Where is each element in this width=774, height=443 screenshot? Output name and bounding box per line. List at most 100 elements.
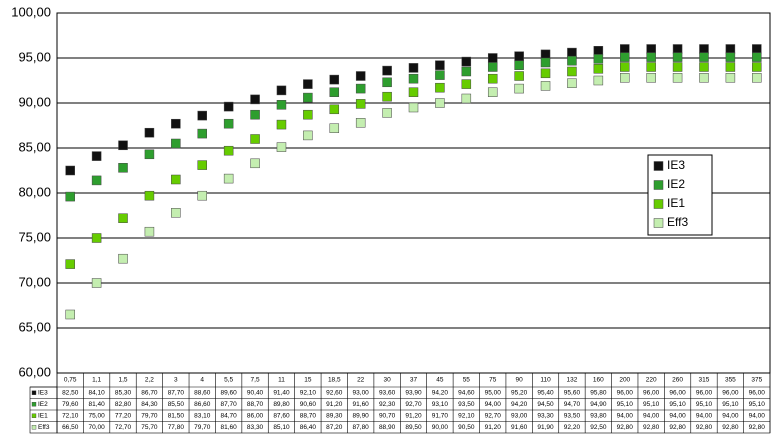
marker <box>567 78 577 88</box>
table-cell: 81,40 <box>88 401 105 408</box>
marker <box>646 44 656 54</box>
marker <box>329 74 340 85</box>
marker <box>382 65 392 76</box>
y-tick-label: 90,00 <box>18 94 51 109</box>
table-cell: 95,10 <box>643 401 660 408</box>
table-cell: 84,70 <box>221 412 238 419</box>
table-cell: 94,00 <box>643 412 660 419</box>
marker <box>408 87 419 97</box>
marker <box>382 77 392 88</box>
table-cell: 89,80 <box>273 401 290 408</box>
table-cell: 87,80 <box>353 424 370 431</box>
table-cell: 94,20 <box>511 401 528 408</box>
marker <box>725 62 736 72</box>
marker <box>752 52 762 62</box>
marker <box>699 73 709 83</box>
table-cell: 94,60 <box>458 389 475 396</box>
y-tick-label: 70,00 <box>18 274 51 289</box>
x-tick-label: 315 <box>699 377 710 384</box>
marker <box>725 52 736 62</box>
table-cell: 72,70 <box>115 424 132 431</box>
x-tick-label: 160 <box>593 377 604 384</box>
table-cell: 86,70 <box>141 389 158 396</box>
x-tick-label: 4 <box>200 377 204 384</box>
marker <box>303 92 313 103</box>
table-cell: 87,70 <box>168 389 185 396</box>
marker <box>250 94 260 105</box>
table-cell: 92,60 <box>326 389 343 396</box>
table-legend-key <box>31 390 37 395</box>
x-tick-label: 355 <box>725 377 736 384</box>
table-cell: 90,00 <box>432 424 449 431</box>
table-cell: 89,90 <box>353 412 370 419</box>
x-tick-label: 37 <box>410 377 418 384</box>
table-cell: 90,40 <box>247 389 264 396</box>
table-cell: 87,20 <box>326 424 343 431</box>
marker <box>487 62 498 72</box>
x-tick-label: 375 <box>751 377 762 384</box>
table-legend-key <box>31 402 37 407</box>
marker <box>144 190 155 201</box>
marker <box>408 73 419 84</box>
table-row-label: IE2 <box>38 401 48 408</box>
marker <box>408 102 419 113</box>
table-cell: 66,50 <box>62 424 79 431</box>
marker <box>382 108 392 118</box>
table-cell: 95,10 <box>617 401 634 408</box>
marker <box>276 119 287 130</box>
marker <box>435 70 445 80</box>
marker <box>91 151 102 161</box>
marker <box>91 233 102 243</box>
table-cell: 91,90 <box>537 424 554 431</box>
marker <box>752 73 762 83</box>
table-cell: 95,60 <box>564 389 581 396</box>
table-cell: 90,70 <box>379 412 396 419</box>
marker <box>223 118 234 129</box>
marker <box>65 165 75 176</box>
marker <box>567 55 577 66</box>
table-cell: 93,80 <box>590 412 607 419</box>
table-cell: 95,10 <box>669 401 686 408</box>
table-cell: 94,00 <box>722 412 739 419</box>
table-cell: 94,90 <box>590 401 607 408</box>
marker <box>725 44 736 54</box>
marker <box>250 109 260 120</box>
table-cell: 88,60 <box>194 389 211 396</box>
table-legend-key <box>31 425 37 430</box>
marker <box>699 62 709 72</box>
marker <box>672 52 683 62</box>
table-cell: 92,70 <box>485 412 502 419</box>
marker <box>435 98 445 108</box>
table-cell: 92,80 <box>722 424 739 431</box>
marker <box>540 57 551 68</box>
table-row-label: IE1 <box>38 412 48 419</box>
marker <box>461 56 472 67</box>
x-tick-label: 2,2 <box>145 377 154 384</box>
marker <box>461 79 472 89</box>
marker <box>593 75 604 86</box>
x-tick-label: 45 <box>436 377 444 384</box>
marker <box>250 158 260 169</box>
legend-key <box>653 218 664 228</box>
x-tick-label: 22 <box>357 377 365 384</box>
table-cell: 88,70 <box>300 412 317 419</box>
table-cell: 93,90 <box>405 389 422 396</box>
x-tick-label: 110 <box>540 377 551 384</box>
marker <box>197 190 207 201</box>
marker <box>514 83 524 94</box>
x-tick-label: 1,1 <box>92 377 101 384</box>
x-tick-label: 220 <box>646 377 657 384</box>
legend-label: IE2 <box>667 177 685 191</box>
table-cell: 92,20 <box>564 424 581 431</box>
y-tick-label: 60,00 <box>18 364 51 379</box>
y-tick-label: 85,00 <box>18 139 51 154</box>
table-cell: 93,50 <box>564 412 581 419</box>
table-cell: 95,10 <box>696 401 713 408</box>
marker <box>144 226 155 237</box>
marker <box>620 44 630 54</box>
table-cell: 83,30 <box>247 424 264 431</box>
marker <box>593 64 604 74</box>
legend-label: IE1 <box>667 196 685 210</box>
table-cell: 92,80 <box>749 424 766 431</box>
table-cell: 87,70 <box>221 401 238 408</box>
